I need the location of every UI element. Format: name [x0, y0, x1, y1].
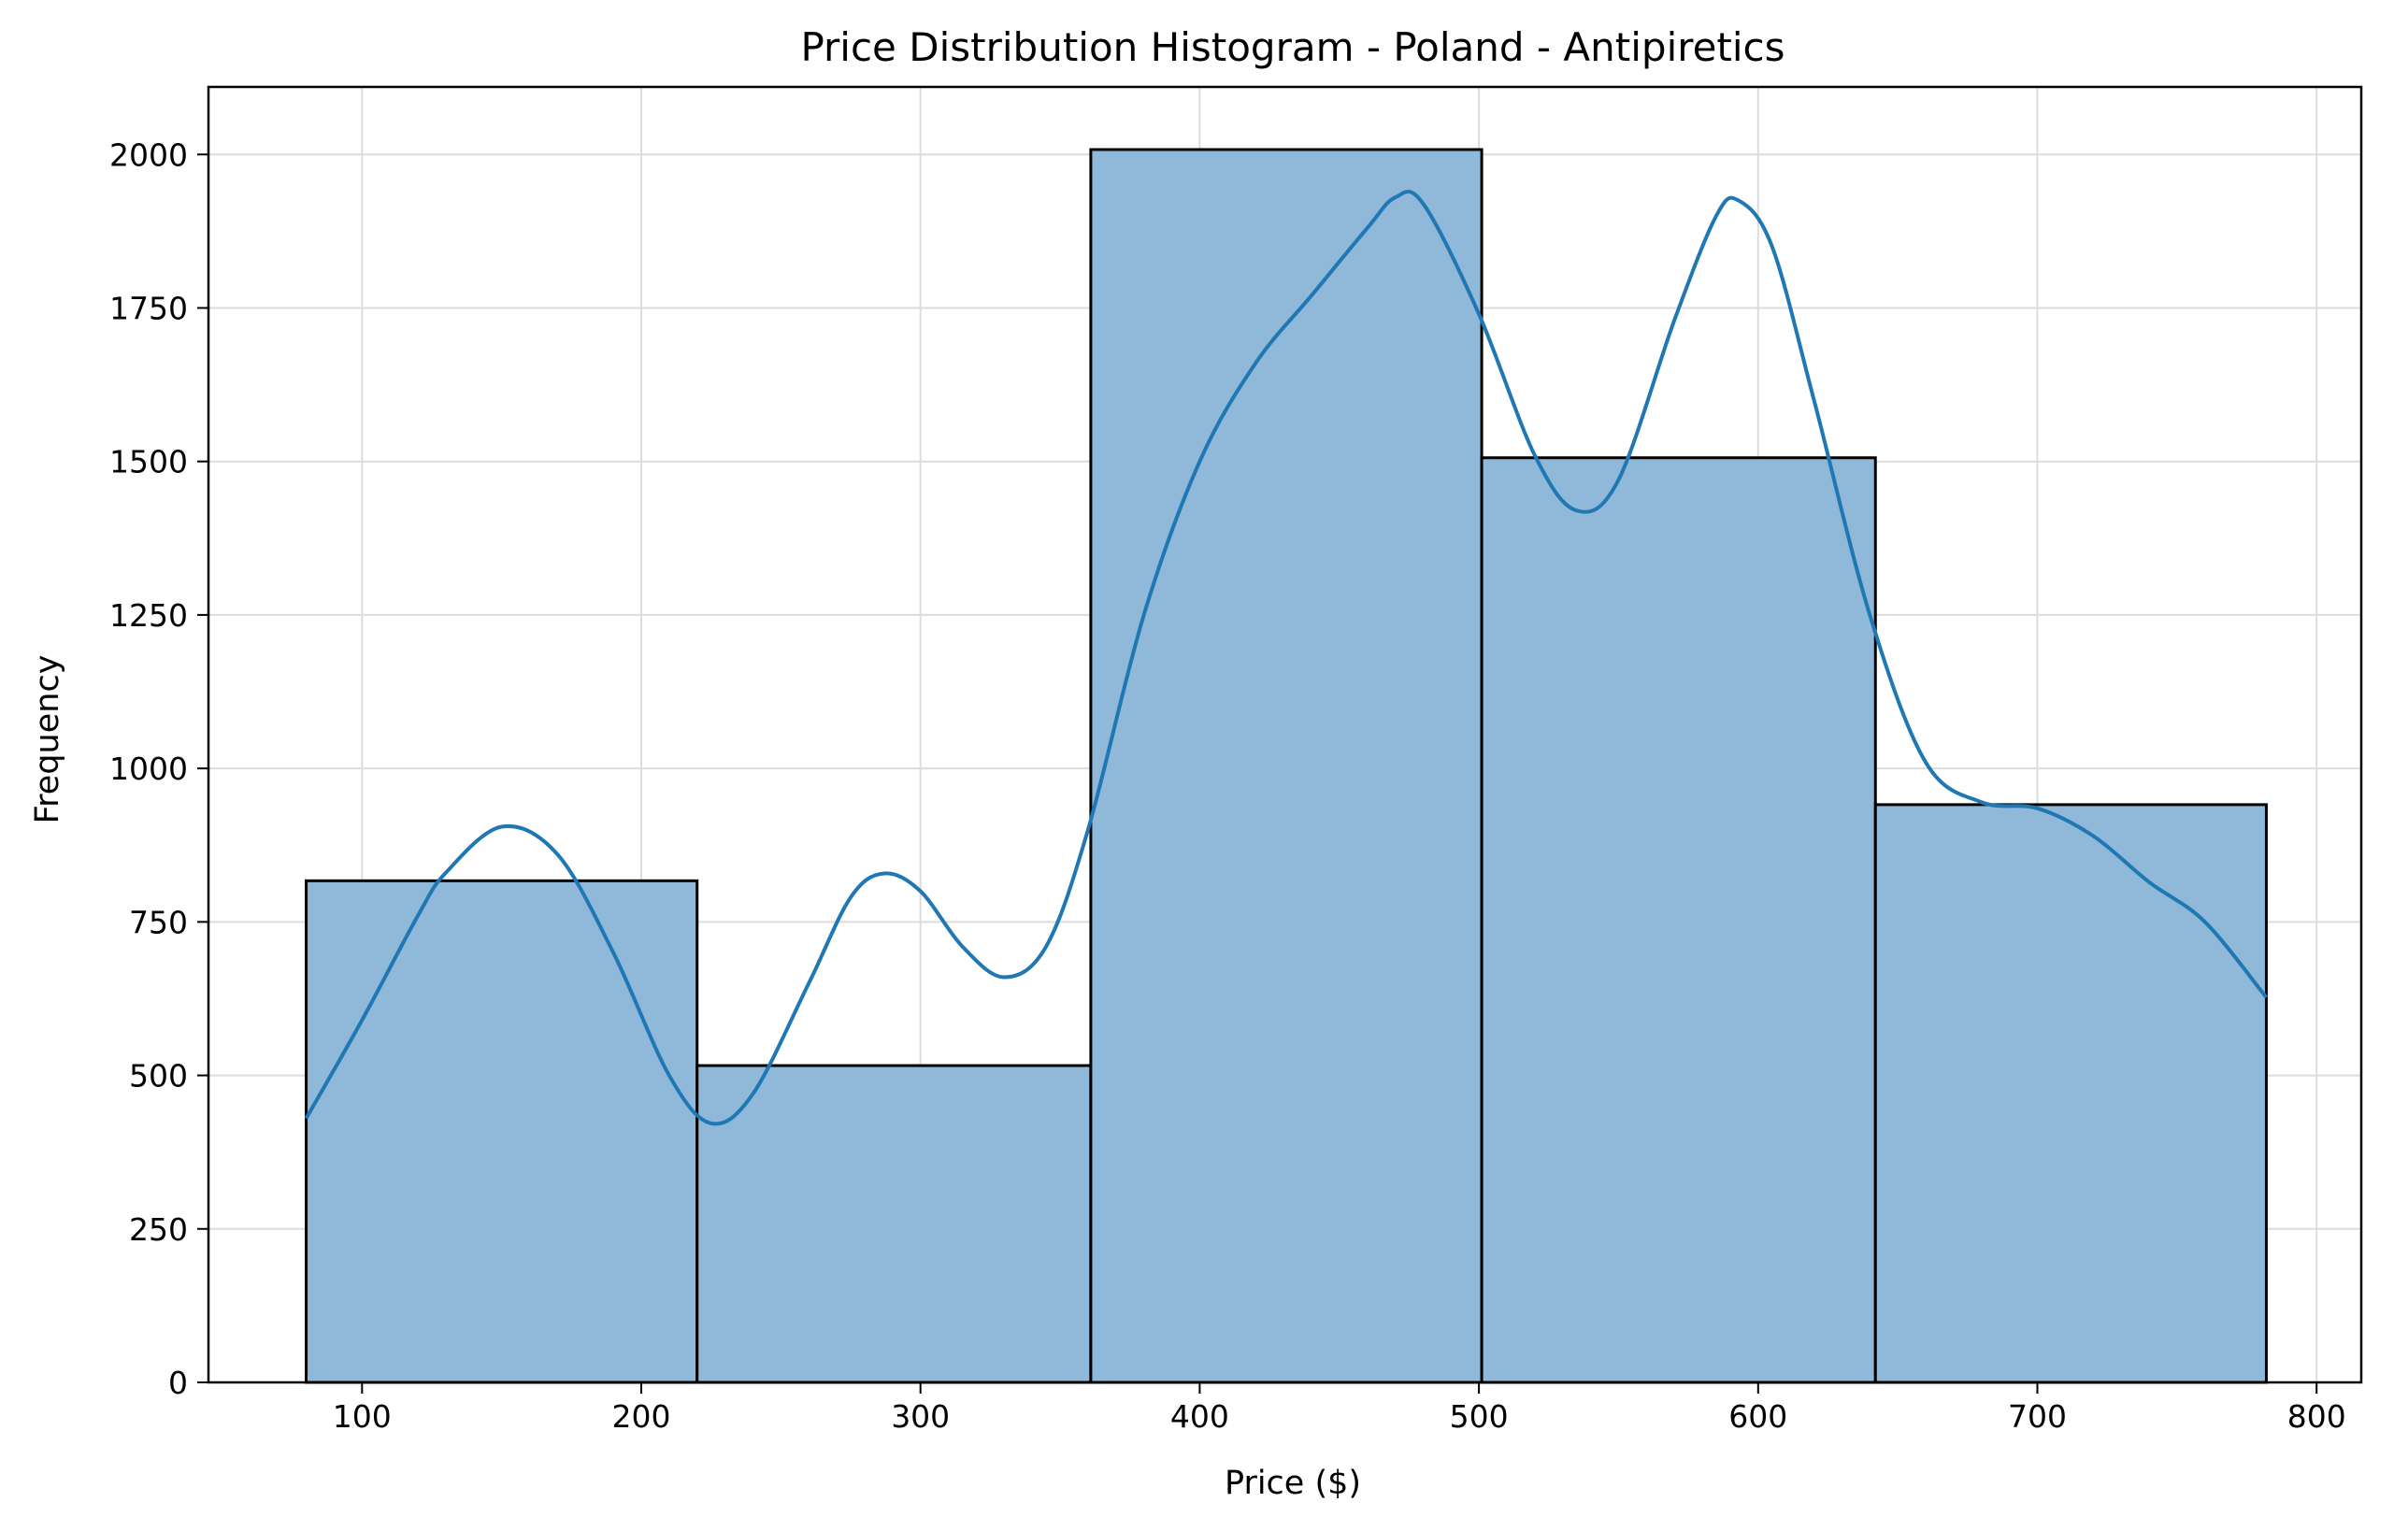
kde-layer	[304, 190, 2268, 1126]
ticks-layer: 100 200 300 400 500 600 700 800 0 250 500 750 1000 12…	[109, 136, 2346, 1435]
y-tick-label: 250	[129, 1211, 188, 1248]
histogram-bar	[1089, 148, 1484, 1384]
x-tick-label: 500	[1450, 1398, 1509, 1435]
y-tick-label: 1750	[109, 290, 188, 326]
x-tick-label: 200	[611, 1398, 670, 1435]
y-tick-label: 1250	[109, 597, 188, 634]
x-tick-label: 800	[2287, 1398, 2346, 1435]
histogram-bar	[1873, 803, 2268, 1384]
y-tick-label: 1000	[109, 751, 188, 787]
y-tick-label: 2000	[109, 136, 188, 173]
x-tick-label: 600	[1728, 1398, 1787, 1435]
kde-curve	[304, 190, 2268, 1126]
y-tick-label: 750	[129, 904, 188, 940]
histogram-bar	[1480, 456, 1877, 1384]
y-tick-label: 500	[129, 1058, 188, 1095]
x-tick-label: 400	[1170, 1398, 1229, 1435]
x-tick-label: 100	[333, 1398, 392, 1435]
y-axis-label: Frequency	[29, 655, 66, 824]
x-tick-label: 300	[891, 1398, 950, 1435]
chart-title: Price Distribution Histogram - Poland - …	[800, 24, 1784, 70]
plot-frame	[207, 85, 2363, 1384]
x-tick-label: 700	[2008, 1398, 2067, 1435]
y-tick-label: 1500	[109, 444, 188, 480]
x-axis-label: Price ($)	[1225, 1465, 1361, 1502]
y-tick-label: 0	[168, 1365, 188, 1401]
bars-layer	[305, 148, 2268, 1384]
histogram-bar	[305, 879, 699, 1384]
histogram-bar	[695, 1064, 1093, 1384]
